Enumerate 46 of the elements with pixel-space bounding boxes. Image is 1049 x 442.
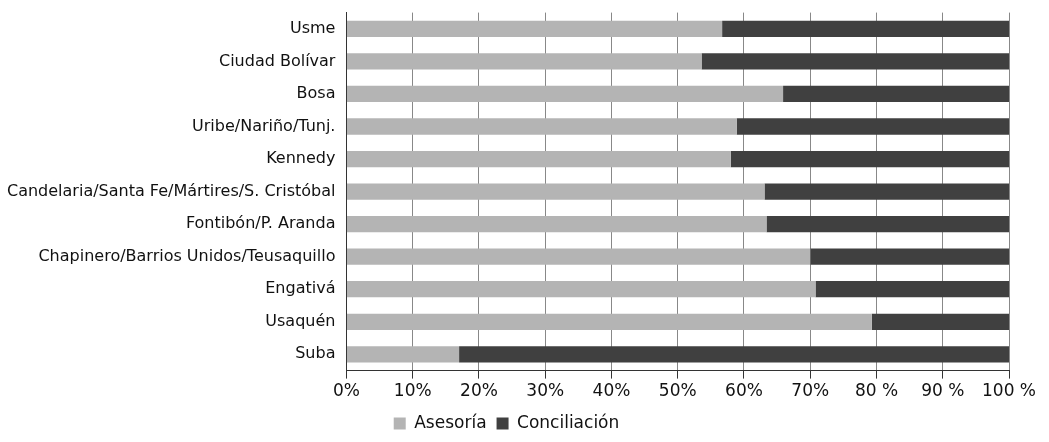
x-tick-label: 90 % xyxy=(921,380,965,401)
y-tick-label: Chapinero/Barrios Unidos/Teusaquillo xyxy=(38,245,336,265)
x-tick-label: 100 % xyxy=(981,380,1037,401)
bar xyxy=(459,346,1009,363)
bar xyxy=(346,150,731,168)
y-tick-label: Ciudad Bolívar xyxy=(218,50,336,70)
y-tick-label: Uribe/Nariño/Tunj. xyxy=(192,115,336,135)
bar xyxy=(346,281,816,298)
y-tick-label: Candelaria/Santa Fe/Mártires/S. Cristóbal xyxy=(6,180,336,200)
y-tick-label: Bosa xyxy=(296,83,336,103)
bar xyxy=(764,183,1009,200)
y-tick-label: Kennedy xyxy=(266,148,336,168)
x-tick-label: 30% xyxy=(526,380,565,401)
x-tick-label: 20% xyxy=(460,380,498,401)
bar xyxy=(346,313,872,330)
x-tick-label: 10% xyxy=(393,380,432,401)
bar xyxy=(346,248,811,265)
x-tick-label: 0% xyxy=(332,380,360,401)
y-tick-label: Fontibón/P. Aranda xyxy=(185,213,336,233)
bar xyxy=(701,53,1009,70)
bar xyxy=(730,150,1009,168)
y-tick-label: Usaquén xyxy=(265,310,336,330)
bar xyxy=(346,20,723,38)
y-tick-label: Usme xyxy=(289,18,336,38)
bar xyxy=(346,216,767,233)
bar xyxy=(346,53,702,70)
bar xyxy=(736,118,1009,135)
bar xyxy=(871,313,1009,330)
bar xyxy=(346,346,460,363)
bar xyxy=(346,183,765,200)
y-tick-label: Engativá xyxy=(265,278,336,298)
bar xyxy=(766,216,1009,233)
y-tick-label: Suba xyxy=(295,343,336,363)
x-tick-label: 40% xyxy=(592,380,631,401)
bar xyxy=(815,281,1009,298)
x-tick-label: 70% xyxy=(791,380,830,401)
x-tick-label: 80 % xyxy=(854,380,899,401)
bar xyxy=(810,248,1009,265)
legend-label: Conciliación xyxy=(517,411,620,432)
x-tick-label: 60% xyxy=(725,380,763,401)
bar xyxy=(346,118,737,135)
bar xyxy=(722,20,1009,38)
legend-label: Asesoría xyxy=(414,411,487,432)
bar xyxy=(346,85,784,103)
x-tick-label: 50% xyxy=(658,380,697,401)
bar xyxy=(783,85,1009,103)
